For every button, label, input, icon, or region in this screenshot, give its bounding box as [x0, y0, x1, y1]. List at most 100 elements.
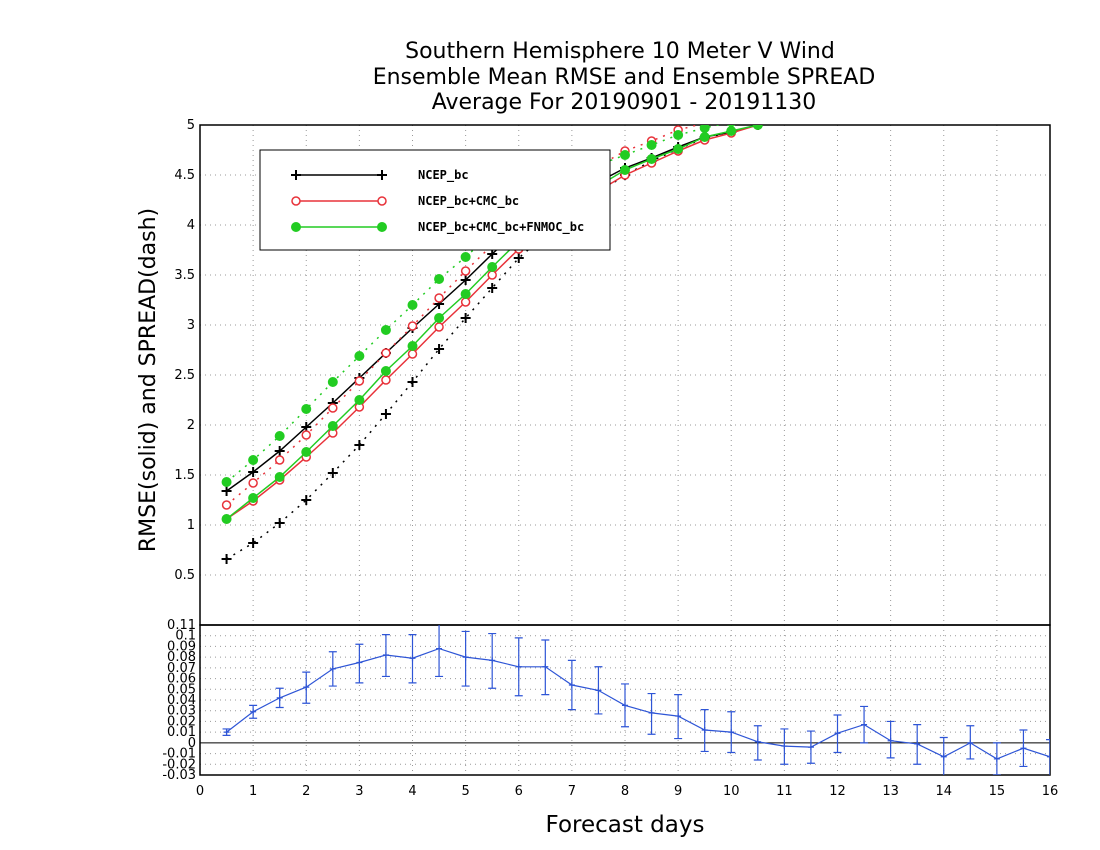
- diff-y-tick-label: -0.03: [162, 768, 196, 783]
- legend-entry: NCEP_bc+CMC_bc: [291, 194, 519, 209]
- main-y-tick-label: 3: [187, 318, 195, 333]
- series-ncep-bc-dash-point: [886, 95, 896, 105]
- series-ncep-bc-dash-point: [354, 440, 365, 450]
- series-ncep-bc-cmc-bc-fnmoc-bc-solid-point: [726, 126, 737, 136]
- series-ncep-bc-solid-point: [779, 115, 789, 125]
- series-ncep-bc-cmc-bc-fnmoc-bc-solid-point: [354, 395, 365, 405]
- series-ncep-bc-cmc-bc-fnmoc-bc-solid-point: [487, 262, 498, 272]
- series-ncep-bc-cmc-bc-fnmoc-bc-solid-point: [752, 125, 763, 130]
- diff-line: [226, 647, 1050, 760]
- series-ncep-bc-cmc-bc-fnmoc-bc-solid-point: [860, 101, 869, 110]
- series-ncep-bc-cmc-bc-dash-point: [248, 478, 258, 488]
- x-axis-label: Forecast days: [546, 812, 705, 838]
- x-tick-label: 11: [776, 784, 793, 799]
- legend-label: NCEP_bc: [418, 168, 469, 183]
- series-ncep-bc-solid-point: [939, 85, 949, 95]
- series-ncep-bc-dash-point: [965, 80, 975, 90]
- series-ncep-bc-dash-point: [460, 313, 471, 323]
- series-ncep-bc-cmc-bc-dash-point: [860, 91, 868, 99]
- diff-point: [861, 721, 868, 728]
- main-y-tick-label: 3.5: [174, 268, 195, 283]
- diff-point: [1047, 753, 1050, 760]
- series-ncep-bc-cmc-bc-dash-point: [221, 500, 232, 510]
- series-ncep-bc-solid-point: [965, 80, 975, 90]
- diff-y-tick-label: 0.07: [167, 661, 196, 676]
- diff-point: [781, 743, 788, 750]
- diff-point: [303, 684, 310, 691]
- x-tick-label: 16: [1042, 784, 1059, 799]
- series-ncep-bc-solid-point: [992, 75, 1002, 85]
- chart-title-line-1: Southern Hemisphere 10 Meter V Wind: [405, 39, 835, 64]
- series-ncep-bc-cmc-bc-fnmoc-bc-solid-point: [407, 341, 418, 351]
- series-ncep-bc-cmc-bc-solid-point: [434, 322, 444, 332]
- diff-y-tick-label: 0.02: [167, 714, 196, 729]
- series-ncep-bc-cmc-bc-fnmoc-bc-dash-point: [646, 140, 657, 150]
- legend-swatch-point: [291, 222, 301, 232]
- series-layer: [221, 56, 1055, 564]
- series-ncep-bc-cmc-bc-dash-point: [434, 293, 444, 303]
- series-ncep-bc-cmc-bc-fnmoc-bc-dash-point: [620, 150, 630, 160]
- series-ncep-bc-cmc-bc-solid-point: [834, 106, 842, 114]
- series-ncep-bc-cmc-bc-fnmoc-bc-dash-point: [1046, 56, 1055, 65]
- legend-swatch-point: [377, 196, 387, 206]
- series-ncep-bc-cmc-bc-fnmoc-bc-solid-point: [248, 493, 259, 503]
- diff-y-tick-label: 0.08: [167, 650, 196, 665]
- diff-y-tick-label: -0.01: [162, 747, 196, 762]
- series-ncep-bc-solid-point: [460, 275, 471, 285]
- legend-label: NCEP_bc+CMC_bc+FNMOC_bc: [418, 220, 584, 235]
- series-ncep-bc-solid-point: [886, 95, 896, 105]
- series-ncep-bc-dash-point: [327, 468, 338, 478]
- diff-y-tick-label: 0.01: [167, 725, 196, 740]
- diff-plot-frame: [199, 624, 1051, 776]
- series-ncep-bc-cmc-bc-fnmoc-bc-solid: [221, 66, 1055, 524]
- series-ncep-bc-dash-point: [833, 105, 843, 115]
- diff-point: [329, 665, 336, 672]
- diff-y-tick-labels: -0.03-0.02-0.0100.010.020.030.040.050.06…: [162, 618, 196, 783]
- series-ncep-bc-cmc-bc-fnmoc-bc-solid-point: [460, 289, 471, 299]
- series-ncep-bc-dash-point: [912, 90, 922, 100]
- series-ncep-bc-cmc-bc-fnmoc-bc-dash-point: [913, 81, 922, 90]
- series-ncep-bc-solid-point: [1018, 70, 1028, 80]
- x-tick-label: 6: [515, 784, 523, 799]
- legend-box: [259, 149, 611, 251]
- series-ncep-bc-cmc-bc-fnmoc-bc-dash: [221, 56, 1055, 487]
- series-ncep-bc-dash-point: [274, 518, 285, 528]
- series-ncep-bc-cmc-bc-dash-point: [940, 76, 948, 84]
- series-ncep-bc-cmc-bc-fnmoc-bc-dash-point: [301, 404, 312, 414]
- diff-point: [967, 739, 974, 746]
- series-ncep-bc-cmc-bc-solid-point: [381, 375, 391, 385]
- series-ncep-bc-cmc-bc-fnmoc-bc-solid-point: [1046, 66, 1055, 75]
- series-ncep-bc-cmc-bc-solid-point: [913, 91, 921, 99]
- legend-label: NCEP_bc+CMC_bc: [418, 194, 519, 209]
- series-ncep-bc-cmc-bc-dash-point: [834, 96, 842, 104]
- series-ncep-bc-cmc-bc-fnmoc-bc-dash-point: [673, 130, 684, 140]
- diff-y-tick-label: 0: [188, 736, 196, 751]
- main-y-tick-label: 2.5: [174, 368, 195, 383]
- diff-y-tick-label: 0.11: [167, 618, 196, 633]
- series-ncep-bc-cmc-bc-dash-point: [993, 66, 1001, 74]
- legend-swatch-point: [291, 170, 301, 180]
- series-ncep-bc-cmc-bc-dash-point: [913, 81, 921, 89]
- series-ncep-bc-cmc-bc-solid-point: [860, 101, 868, 109]
- series-ncep-bc-cmc-bc-dash-point: [1019, 61, 1027, 69]
- series-ncep-bc-cmc-bc-fnmoc-bc-solid-point: [939, 86, 948, 95]
- x-tick-label: 12: [829, 784, 846, 799]
- x-tick-label: 2: [302, 784, 310, 799]
- series-ncep-bc-solid-point: [833, 105, 843, 115]
- diff-y-tick-label: 0.03: [167, 704, 196, 719]
- x-tick-label: 9: [674, 784, 682, 799]
- diff-point: [993, 755, 1000, 762]
- series-ncep-bc-cmc-bc-fnmoc-bc-dash-point: [886, 86, 895, 95]
- diff-y-tick-label: 0.04: [167, 693, 196, 708]
- series-ncep-bc-dash-point: [380, 409, 391, 419]
- series-ncep-bc-cmc-bc-solid: [221, 71, 1027, 524]
- series-ncep-bc-dash-line: [226, 125, 762, 560]
- chart-title: Southern Hemisphere 10 Meter V Wind Ense…: [373, 39, 876, 115]
- series-ncep-bc-dash-point: [221, 554, 232, 564]
- diff-point: [622, 702, 628, 709]
- series-ncep-bc-cmc-bc-solid-point: [1019, 71, 1027, 79]
- series-ncep-bc-cmc-bc-dash-point: [887, 86, 895, 94]
- series-ncep-bc-cmc-bc-fnmoc-bc-solid-point: [966, 81, 975, 90]
- legend-swatch-point: [291, 196, 301, 206]
- diff-error-bar: [1046, 739, 1050, 775]
